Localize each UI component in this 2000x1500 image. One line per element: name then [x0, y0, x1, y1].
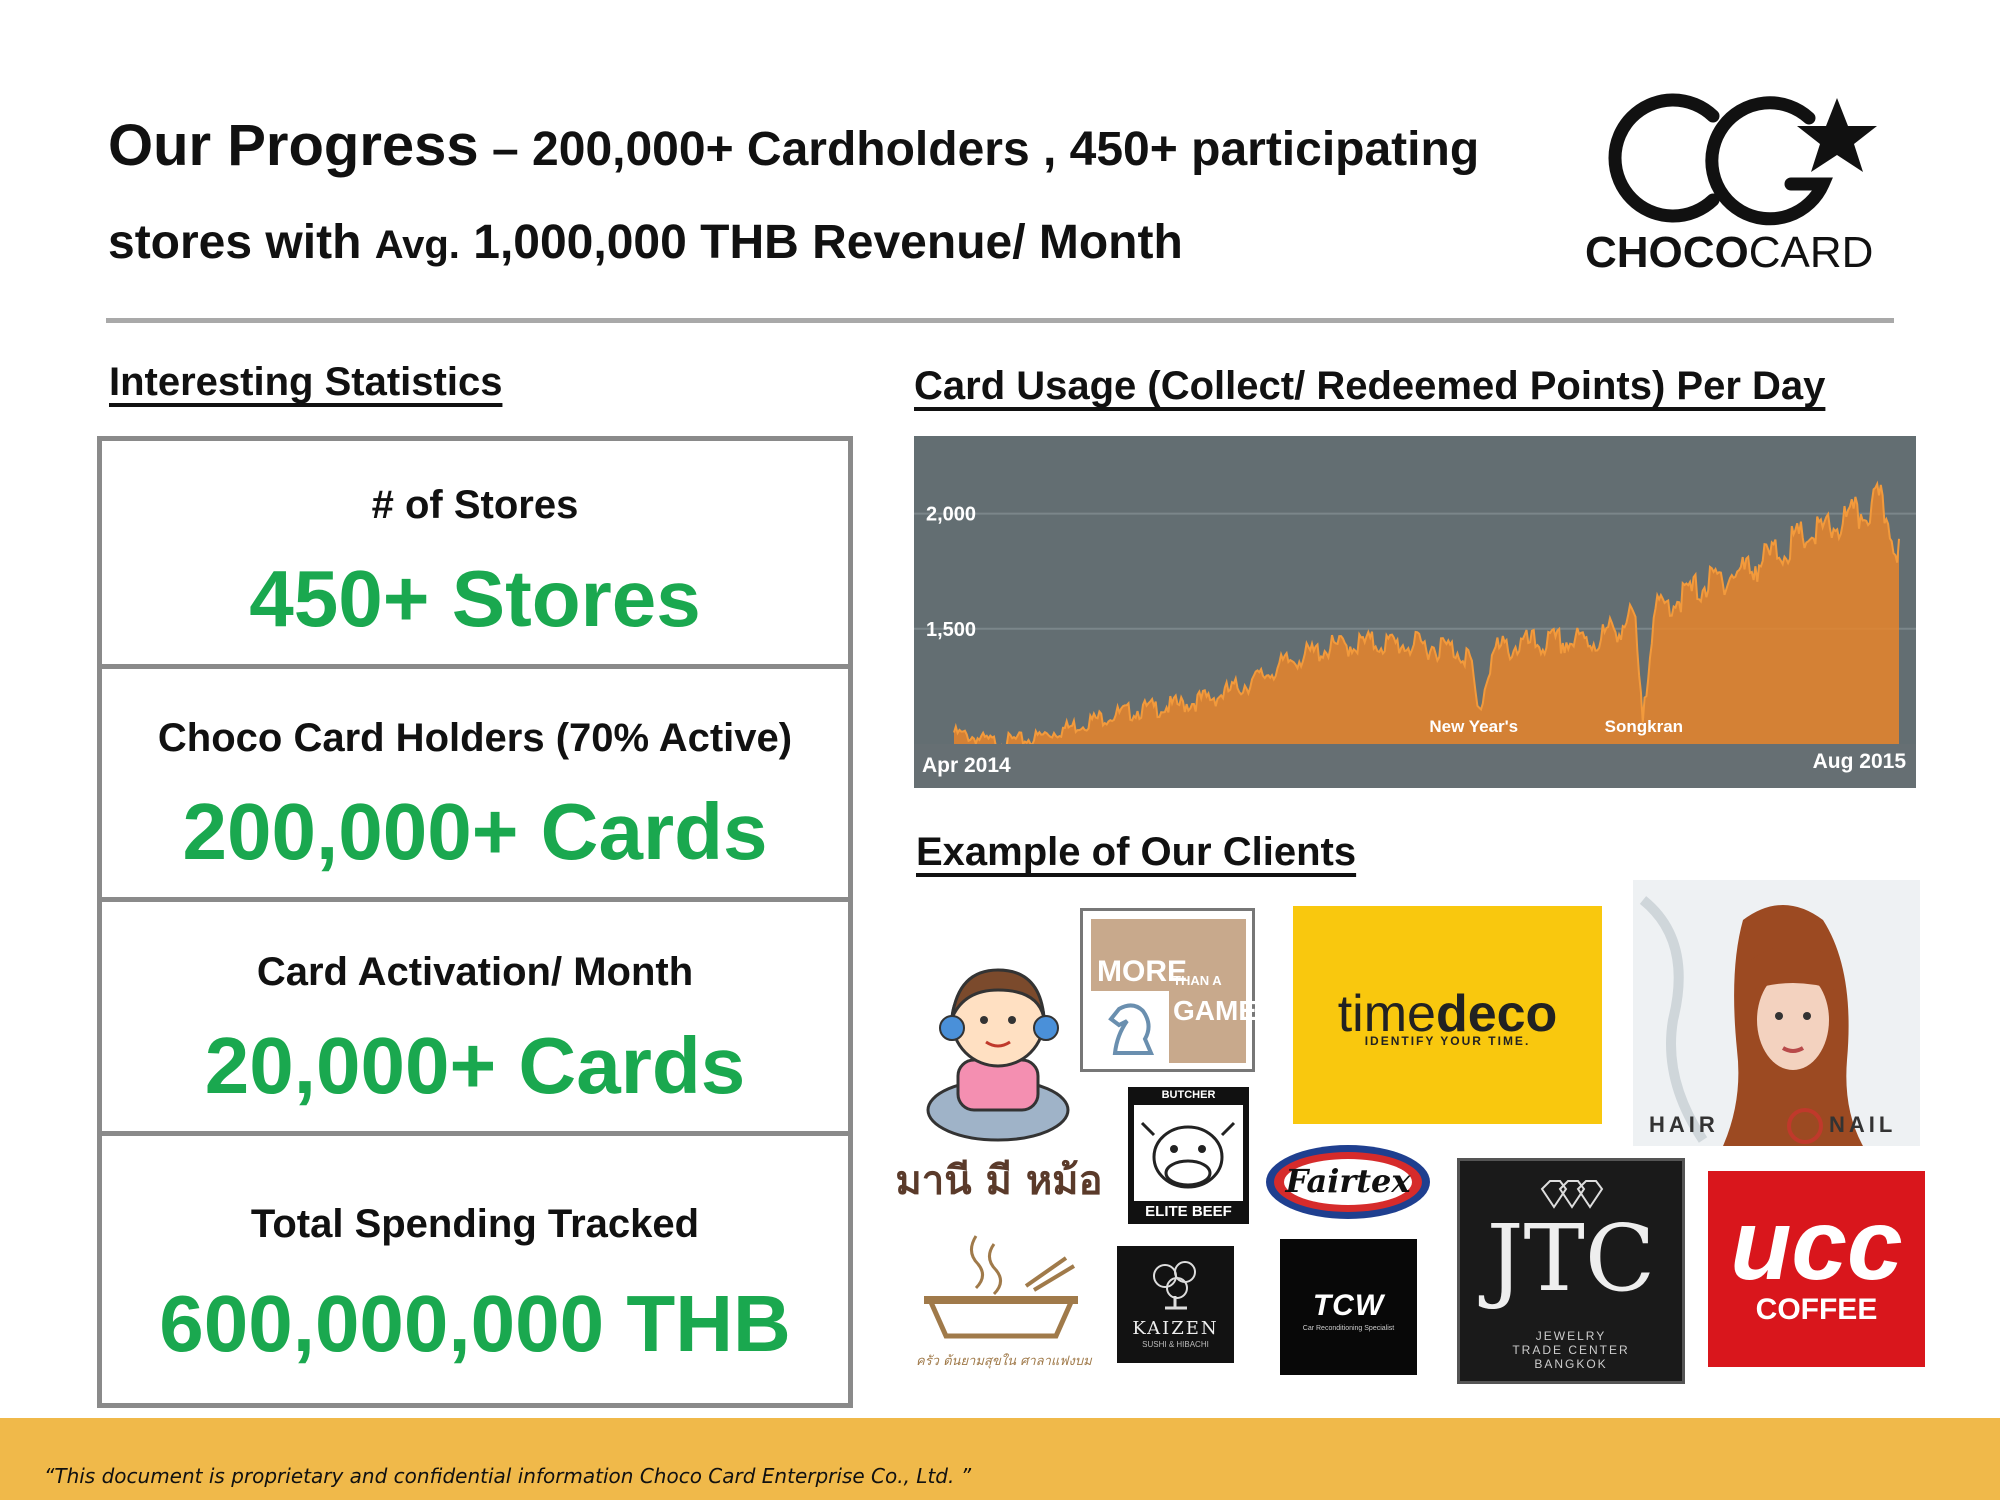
statistics-panel: # of Stores 450+ Stores Choco Card Holde… — [97, 436, 853, 1408]
tcw-sub: Car Reconditioning Specialist — [1302, 1325, 1395, 1332]
hair-model-photo-icon — [1633, 880, 1920, 1146]
page-title-line-2: stores with Avg. 1,000,000 THB Revenue/ … — [108, 215, 1183, 270]
x-end-label: Aug 2015 — [1813, 750, 1907, 773]
stat-label: Card Activation/ Month — [256, 950, 694, 994]
stat-value: 200,000+ Cards — [182, 787, 768, 876]
x-start-label: Apr 2014 — [922, 754, 1011, 777]
stat-value: 20,000+ Cards — [204, 1021, 746, 1110]
fairtex-badge-icon — [1266, 1145, 1430, 1219]
cow-icon — [1140, 1121, 1236, 1189]
client-logo-fairtex: Fairtex — [1263, 1142, 1433, 1222]
client-logo-timedeco: timedeco IDENTIFY YOUR TIME. — [1293, 906, 1602, 1124]
title-our-progress: Our Progress — [108, 113, 479, 178]
chococard-mark-icon — [1608, 93, 1877, 226]
jtc-sub-3: BANGKOK — [1534, 1357, 1608, 1371]
title-line-2-start: stores with — [108, 216, 375, 269]
ucc-sub: COFFEE — [1755, 1293, 1878, 1326]
jtc-sub-2: TRADE CENTER — [1512, 1343, 1630, 1357]
client-logo-mani: มานี มี หม้อ — [888, 950, 1110, 1204]
usage-area-series — [954, 483, 1899, 749]
chart-annotation: New Year's — [1429, 717, 1518, 736]
bonsai-tree-icon — [1153, 1261, 1196, 1310]
kaizen-name: KAIZEN — [1132, 1318, 1219, 1339]
stat-value: 450+ Stores — [249, 554, 701, 643]
stat-value: 600,000,000 THB — [159, 1279, 791, 1368]
nail-text: NAIL — [1829, 1112, 1897, 1137]
stat-total-spending: Total Spending Tracked 600,000,000 THB — [102, 1142, 848, 1403]
knight-chess-icon — [1108, 1003, 1155, 1055]
client-logo-kaizen: KAIZEN SUSHI & HIBACHI — [1117, 1246, 1234, 1363]
elite-beef-bottom: ELITE BEEF — [1145, 1203, 1232, 1220]
footer-band — [0, 1418, 2000, 1500]
thai-pot-text: ครัว ต้นยามสุขใน ศาลาแฟงบม — [916, 1354, 1092, 1369]
mani-text: มานี มี หม้อ — [895, 1158, 1103, 1204]
x-axis-band — [914, 744, 1916, 788]
jtc-sub-1: JEWELRY — [1535, 1329, 1607, 1343]
wordmark-choco: CHOCO — [1585, 228, 1749, 277]
y-tick-label: 1,500 — [926, 619, 976, 641]
wordmark-card: CARD — [1748, 228, 1874, 277]
client-logo-tcw: TCW Car Reconditioning Specialist — [1280, 1239, 1417, 1375]
title-line-2-rest: 1,000,000 THB Revenue/ Month — [459, 216, 1183, 269]
chococard-wordmark: CHOCOCARD — [1585, 228, 1895, 278]
cooking-pot-icon — [924, 1235, 1078, 1339]
title-avg: Avg. — [374, 223, 460, 267]
stat-label: Choco Card Holders (70% Active) — [157, 716, 793, 760]
usage-line-series — [953, 480, 1900, 751]
mtag-than-a: THAN A — [1173, 973, 1222, 988]
clients-heading: Example of Our Clients — [916, 830, 1357, 874]
chococard-logo: CHOCOCARD — [1585, 88, 1895, 278]
stat-label: Total Spending Tracked — [250, 1202, 700, 1246]
diamond-icon — [1540, 1180, 1604, 1209]
timedeco-time: time — [1337, 985, 1436, 1043]
mani-girl-icon — [926, 968, 1070, 1142]
timedeco-deco: deco — [1435, 985, 1558, 1043]
client-logo-elite-beef: BUTCHER ELITE BEEF — [1128, 1087, 1249, 1224]
chart-heading: Card Usage (Collect/ Redeemed Points) Pe… — [914, 364, 1826, 408]
tcw-name: TCW — [1312, 1289, 1385, 1322]
stat-card-holders: Choco Card Holders (70% Active) 200,000+… — [102, 674, 848, 902]
card-usage-chart: 2,000 1,500 Apr 2014 Aug 2015 New Year's Song… — [914, 436, 1916, 788]
title-line-1-rest: – 200,000+ Cardholders , 450+ participat… — [478, 123, 1480, 176]
hair-text: HAIR — [1649, 1112, 1719, 1137]
client-logo-jtc: JTC JEWELRY TRADE CENTER BANGKOK — [1457, 1158, 1685, 1384]
chart-annotation: Songkran — [1605, 717, 1683, 736]
client-logo-thai-pot: ครัว ต้นยามสุขใน ศาลาแฟงบม — [916, 1228, 1092, 1378]
page-title-line-1: Our Progress – 200,000+ Cardholders , 45… — [108, 112, 1479, 179]
header-divider — [106, 318, 1894, 323]
stat-label: # of Stores — [371, 483, 579, 527]
client-logo-more-than-a-game: MORE THAN A GAME — [1080, 908, 1257, 1072]
mtag-more: MORE — [1097, 955, 1187, 988]
client-logo-ucc: ucc COFFEE — [1708, 1171, 1925, 1367]
y-tick-label: 2,000 — [926, 504, 976, 526]
stat-stores: # of Stores 450+ Stores — [102, 441, 848, 669]
timedeco-wordmark: timedeco — [1293, 984, 1602, 1044]
elite-beef-top: BUTCHER — [1161, 1089, 1216, 1101]
stat-card-activation: Card Activation/ Month 20,000+ Cards — [102, 908, 848, 1136]
footer-disclaimer: “This document is proprietary and confid… — [44, 1464, 972, 1488]
kaizen-sub: SUSHI & HIBACHI — [1142, 1340, 1209, 1349]
jtc-name: JTC — [1486, 1205, 1656, 1312]
client-logo-hair-nail: HAIR NAIL — [1633, 880, 1920, 1146]
timedeco-tagline: IDENTIFY YOUR TIME. — [1364, 1034, 1531, 1048]
fairtex-text: Fairtex — [1285, 1162, 1411, 1200]
statistics-heading: Interesting Statistics — [109, 360, 503, 404]
ucc-name: ucc — [1730, 1189, 1903, 1301]
elite-beef-panel — [1134, 1105, 1243, 1201]
mtag-game: GAME — [1173, 995, 1257, 1026]
card-usage-chart-svg: 2,000 1,500 Apr 2014 Aug 2015 New Year's Song… — [914, 436, 1916, 788]
